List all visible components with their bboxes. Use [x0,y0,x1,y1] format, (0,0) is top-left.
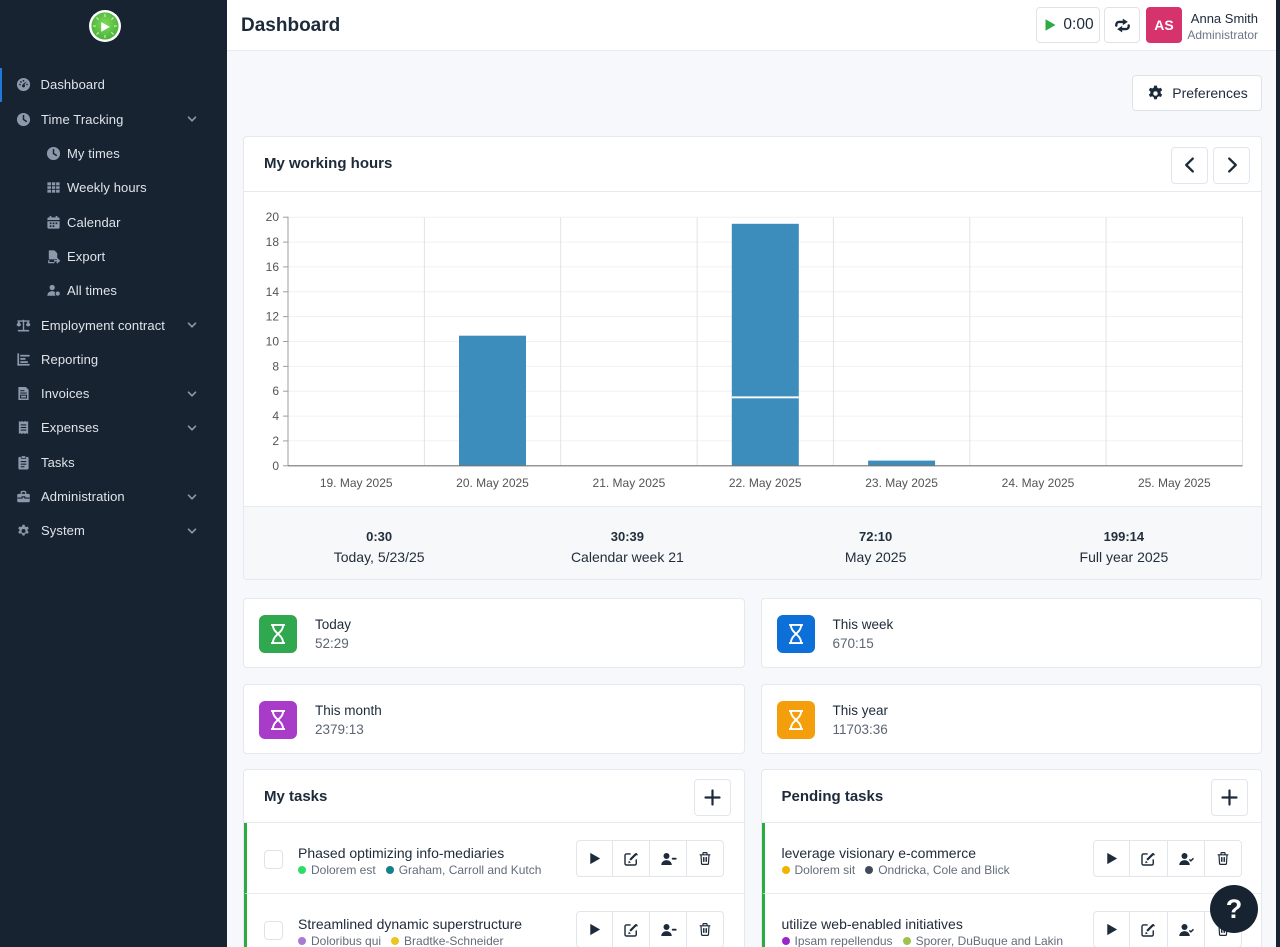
svg-text:6: 6 [272,384,279,398]
svg-text:19. May 2025: 19. May 2025 [320,476,393,490]
svg-text:21. May 2025: 21. May 2025 [593,476,666,490]
svg-text:0: 0 [272,459,279,473]
svg-text:25. May 2025: 25. May 2025 [1138,476,1211,490]
svg-text:16: 16 [266,260,280,274]
svg-text:24. May 2025: 24. May 2025 [1002,476,1075,490]
svg-text:14: 14 [266,285,280,299]
svg-text:22. May 2025: 22. May 2025 [729,476,802,490]
svg-text:12: 12 [266,310,280,324]
svg-text:23. May 2025: 23. May 2025 [865,476,938,490]
svg-text:18: 18 [266,235,280,249]
svg-text:20. May 2025: 20. May 2025 [456,476,529,490]
svg-text:10: 10 [266,335,280,349]
svg-text:2: 2 [272,434,279,448]
svg-text:4: 4 [272,409,279,423]
svg-text:20: 20 [266,210,280,224]
svg-text:8: 8 [272,359,279,373]
